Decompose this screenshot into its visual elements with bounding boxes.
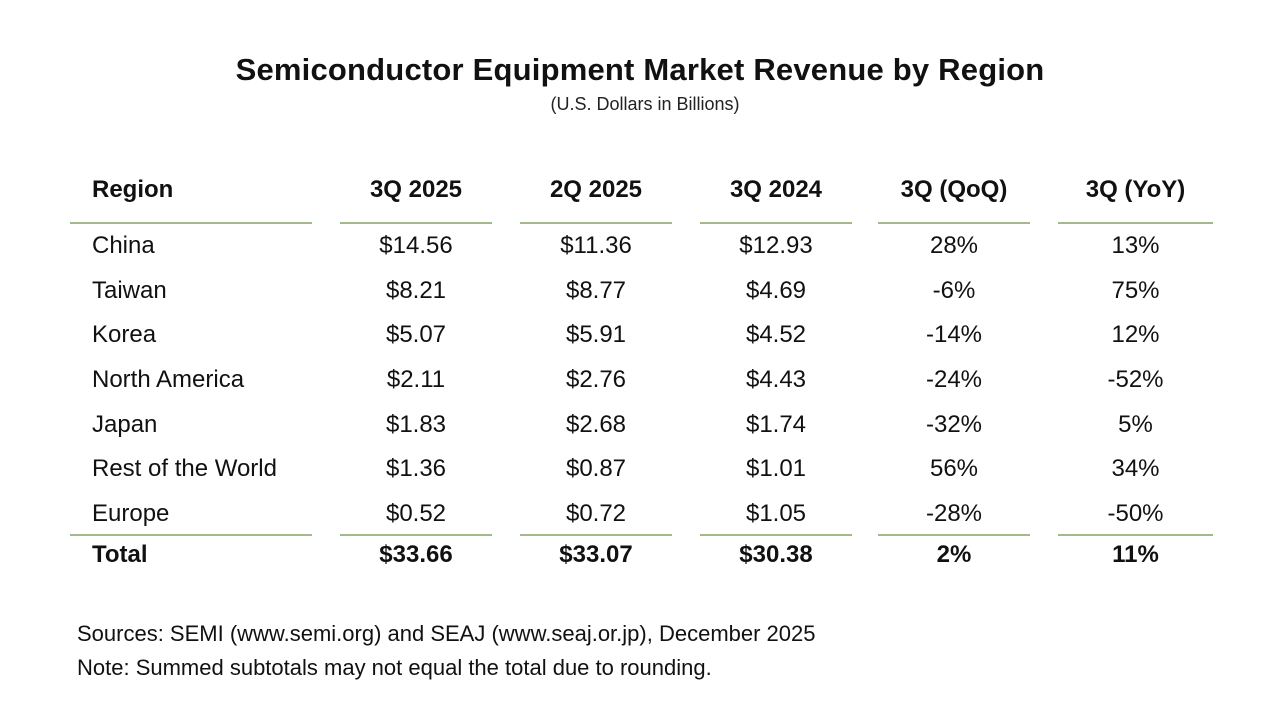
table-subtitle: (U.S. Dollars in Billions): [550, 94, 740, 114]
header-rule: [878, 222, 1030, 224]
region-label: Japan: [92, 411, 158, 438]
header-rule: [1058, 222, 1213, 224]
rounding-note: Note: Summed subtotals may not equal the…: [77, 655, 712, 680]
table-cell: -32%: [925, 411, 983, 438]
table-cell: 75%: [1111, 277, 1160, 304]
table-cell: $5.07: [385, 321, 447, 348]
table-cell: -52%: [1107, 366, 1164, 393]
total-cell: $33.07: [559, 541, 633, 568]
table-cell: $1.05: [745, 500, 807, 527]
table-cell: $0.72: [565, 500, 627, 527]
total-cell: $30.38: [739, 541, 813, 568]
region-label: Europe: [92, 500, 170, 527]
table-cell: 5%: [1118, 411, 1153, 438]
total-rule: [1058, 534, 1213, 536]
table-cell: 56%: [929, 455, 979, 482]
total-rule: [700, 534, 852, 536]
column-header: 2Q 2025: [549, 176, 643, 203]
column-header: 3Q 2024: [729, 176, 823, 203]
table-cell: 34%: [1111, 455, 1160, 482]
region-label: China: [92, 232, 155, 259]
column-header: 3Q 2025: [369, 176, 463, 203]
table-cell: $4.43: [745, 366, 807, 393]
table-cell: $11.36: [560, 232, 632, 259]
region-label: Korea: [92, 321, 157, 348]
region-label: Taiwan: [92, 277, 167, 304]
header-rule: [70, 222, 312, 224]
table-cell: $14.56: [379, 232, 453, 259]
header-rule: [340, 222, 492, 224]
table-title: Semiconductor Equipment Market Revenue b…: [235, 52, 1045, 87]
column-header: 3Q (YoY): [1085, 176, 1186, 203]
table-cell: 13%: [1111, 232, 1160, 259]
region-label: North America: [92, 366, 245, 393]
sources-note: Sources: SEMI (www.semi.org) and SEAJ (w…: [77, 621, 816, 646]
table-cell: $4.52: [745, 321, 807, 348]
table-cell: $0.52: [385, 500, 447, 527]
table-cell: $12.93: [739, 232, 813, 259]
table-cell: $1.83: [385, 411, 447, 438]
table-cell: $8.77: [565, 277, 627, 304]
total-rule: [878, 534, 1030, 536]
table-cell: $1.36: [385, 455, 447, 482]
column-header: Region: [92, 176, 174, 203]
table-cell: $2.76: [565, 366, 627, 393]
table-cell: 12%: [1111, 321, 1160, 348]
table-cell: -6%: [932, 277, 976, 304]
total-rule: [340, 534, 492, 536]
table-cell: -14%: [925, 321, 983, 348]
table-cell: $4.69: [745, 277, 807, 304]
total-label: Total: [92, 541, 148, 568]
total-cell: 11%: [1112, 541, 1159, 568]
total-cell: $33.66: [379, 541, 453, 568]
table-cell: $2.11: [386, 366, 446, 393]
table-cell: $0.87: [565, 455, 627, 482]
table-cell: $1.74: [745, 411, 807, 438]
table-cell: -28%: [925, 500, 983, 527]
table-cell: -24%: [925, 366, 983, 393]
total-rule: [70, 534, 312, 536]
table-cell: $1.01: [745, 455, 807, 482]
total-rule: [520, 534, 672, 536]
table-cell: 28%: [929, 232, 979, 259]
table-cell: $2.68: [565, 411, 627, 438]
table-cell: $8.21: [385, 277, 447, 304]
column-header: 3Q (QoQ): [900, 176, 1008, 203]
total-cell: 2%: [936, 541, 972, 568]
region-label: Rest of the World: [92, 455, 277, 482]
table-cell: -50%: [1107, 500, 1164, 527]
header-rule: [700, 222, 852, 224]
table-cell: $5.91: [565, 321, 627, 348]
header-rule: [520, 222, 672, 224]
